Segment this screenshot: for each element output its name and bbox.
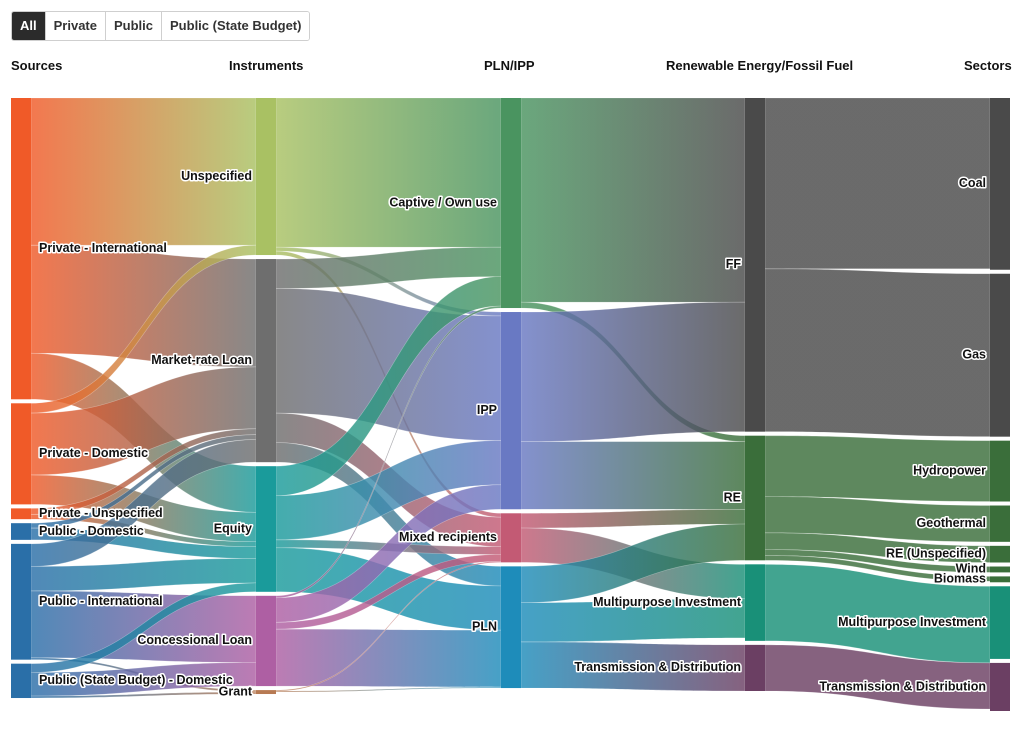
node-label-c_bio: Biomass — [934, 572, 986, 586]
node-label-c_gas: Gas — [962, 348, 986, 362]
filter-all-button[interactable]: All — [12, 12, 45, 40]
header-instruments: Instruments — [229, 58, 304, 73]
node-bar-s_pi[interactable] — [11, 98, 31, 400]
node-label-i_ml: Market-rate Loan — [151, 353, 252, 367]
node-label-s_pd: Private - Domestic — [39, 446, 148, 460]
flow-link-s_bi-to-i_ml[interactable] — [30, 439, 257, 567]
node-bar-p_pln[interactable] — [501, 566, 521, 689]
flow-link-i_un-to-p_co[interactable] — [275, 97, 502, 248]
node-label-c_coal: Coal — [959, 176, 986, 190]
filter-state-budget-button[interactable]: Public (State Budget) — [161, 12, 310, 40]
header-sectors: Sectors — [964, 58, 1012, 73]
node-bar-c_geo[interactable] — [990, 505, 1010, 542]
node-bar-c_td[interactable] — [990, 662, 1010, 711]
nodes-layer — [11, 98, 1010, 711]
node-bar-i_gr[interactable] — [256, 690, 276, 695]
node-bar-s_bi[interactable] — [11, 543, 31, 660]
links-layer — [30, 97, 991, 710]
node-label-s_bi: Public - International — [39, 594, 163, 608]
node-label-s_bd: Public - Domestic — [39, 524, 144, 538]
flow-link-p_ipp-to-r_ff[interactable] — [520, 301, 746, 442]
node-label-p_pln: PLN — [472, 620, 497, 634]
node-label-p_mr: Mixed recipients — [399, 530, 497, 544]
flow-link-s_sd-to-i_gr[interactable] — [30, 691, 257, 699]
node-bar-c_bio[interactable] — [990, 576, 1010, 583]
node-label-c_wind: Wind — [956, 562, 986, 576]
flow-link-i_cl-to-p_ipp[interactable] — [275, 484, 502, 623]
flow-link-r_ff-to-c_coal[interactable] — [764, 97, 991, 270]
node-label-i_gr: Grant — [219, 684, 253, 698]
node-bar-r_td[interactable] — [745, 644, 765, 691]
flow-link-i_cl-to-p_co[interactable] — [275, 305, 502, 599]
flow-link-s_pi-to-i_ml[interactable] — [30, 244, 257, 368]
node-label-i_cl: Concessional Loan — [137, 633, 252, 647]
labels-layer: Private - International Private - Domesti… — [38, 167, 989, 700]
node-label-s_pi: Private - International — [39, 241, 167, 255]
node-bar-r_ff[interactable] — [745, 98, 765, 432]
node-bar-p_ipp[interactable] — [501, 312, 521, 510]
node-bar-i_un[interactable] — [256, 98, 276, 256]
node-bar-s_pd[interactable] — [11, 403, 31, 505]
flow-link-r_ff-to-c_gas[interactable] — [764, 268, 991, 437]
node-label-p_co: Captive / Own use — [389, 195, 497, 209]
flow-link-p_co-to-r_ff[interactable] — [520, 97, 746, 303]
node-bar-p_co[interactable] — [501, 98, 521, 309]
filter-public-button[interactable]: Public — [105, 12, 162, 40]
node-label-c_hydro: Hydropower — [913, 463, 986, 477]
flow-link-i_cl-to-p_pln[interactable] — [275, 628, 502, 688]
node-bar-s_bd[interactable] — [11, 523, 31, 540]
node-label-r_re: RE — [724, 490, 741, 504]
flow-link-p_ipp-to-r_re[interactable] — [520, 441, 746, 510]
node-label-r_ff: FF — [726, 257, 742, 271]
node-label-c_reu: RE (Unspecified) — [886, 546, 986, 560]
flow-link-p_pln-to-r_re[interactable] — [520, 523, 746, 603]
node-bar-s_pu[interactable] — [11, 508, 31, 520]
flow-link-r_re-to-c_hydro[interactable] — [764, 435, 991, 502]
node-label-r_mi: Multipurpose Investment — [593, 595, 742, 609]
header-pln-ipp: PLN/IPP — [484, 58, 535, 73]
node-bar-i_eq[interactable] — [256, 466, 276, 592]
filter-toolbar: All Private Public Public (State Budget) — [11, 11, 311, 41]
node-bar-c_coal[interactable] — [990, 98, 1010, 270]
node-bar-p_mr[interactable] — [501, 513, 521, 563]
node-bar-r_re[interactable] — [745, 435, 765, 561]
node-label-c_mi: Multipurpose Investment — [838, 615, 987, 629]
node-bar-c_hydro[interactable] — [990, 440, 1010, 502]
node-bar-s_sd[interactable] — [11, 663, 31, 699]
node-label-i_eq: Equity — [214, 521, 252, 535]
node-bar-c_reu[interactable] — [990, 545, 1010, 563]
node-label-i_un: Unspecified — [181, 169, 252, 183]
node-bar-c_wind[interactable] — [990, 566, 1010, 573]
flow-link-r_re-to-c_wind[interactable] — [764, 549, 991, 573]
node-label-c_td: Transmission & Distribution — [819, 679, 986, 693]
node-label-c_geo: Geothermal — [917, 516, 986, 530]
flow-link-r_mi-to-c_mi[interactable] — [764, 564, 991, 664]
flow-link-i_gr-to-p_mr[interactable] — [275, 561, 502, 692]
node-bar-i_cl[interactable] — [256, 595, 276, 687]
node-bar-c_gas[interactable] — [990, 273, 1010, 437]
flow-link-s_sd-to-i_cl[interactable] — [30, 662, 257, 697]
node-bar-i_ml[interactable] — [256, 259, 276, 463]
node-bar-c_mi[interactable] — [990, 586, 1010, 659]
filter-private-button[interactable]: Private — [44, 12, 105, 40]
node-label-p_ipp: IPP — [477, 403, 497, 417]
node-label-r_td: Transmission & Distribution — [574, 660, 741, 674]
node-label-s_sd: Public (State Budget) - Domestic — [39, 673, 233, 687]
flow-link-i_gr-to-p_pln[interactable] — [275, 686, 502, 693]
node-bar-r_mi[interactable] — [745, 564, 765, 641]
header-sources: Sources — [11, 58, 63, 73]
header-re-ff: Renewable Energy/Fossil Fuel — [666, 58, 854, 73]
node-label-s_pu: Private - Unspecified — [39, 506, 163, 520]
